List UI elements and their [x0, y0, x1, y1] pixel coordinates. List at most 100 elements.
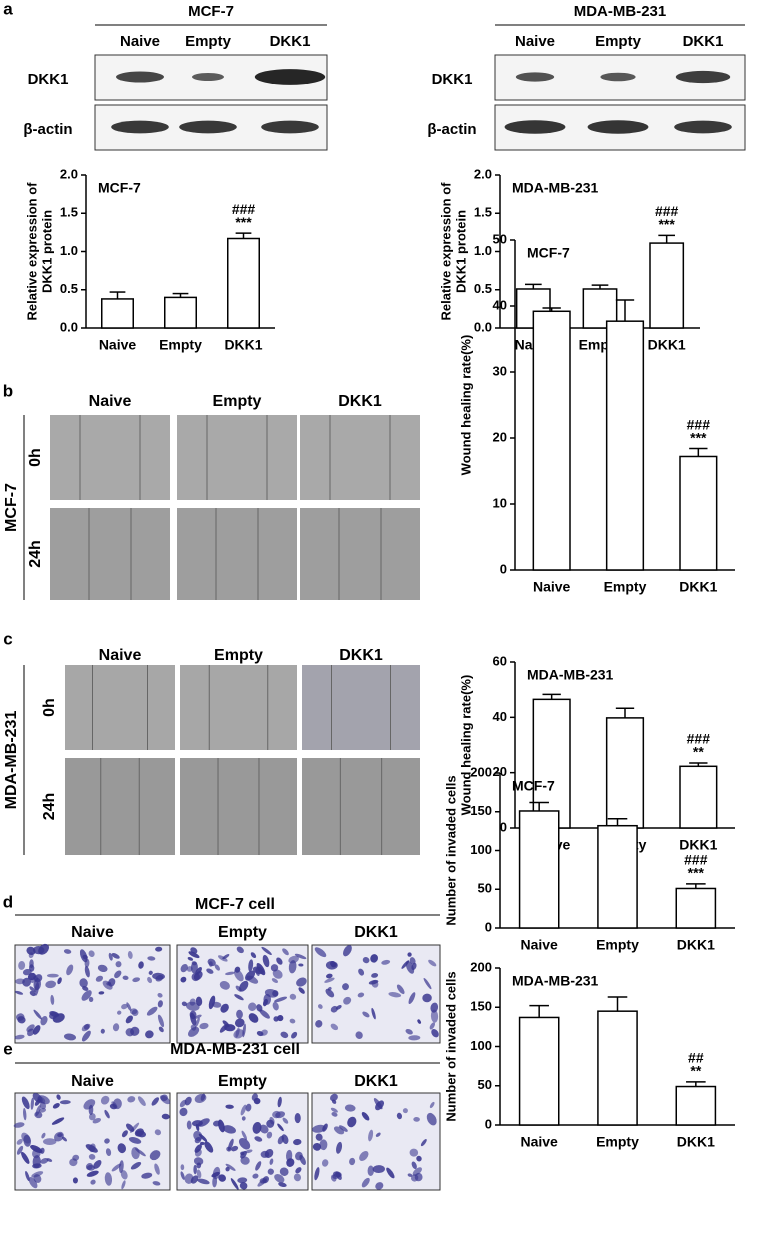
stained-cell [50, 994, 55, 1005]
significance-label: ### [684, 852, 708, 868]
stained-cell [104, 1138, 110, 1144]
bar [518, 1016, 560, 1126]
blot-row-label: β-actin [23, 121, 72, 138]
stained-cell [410, 1174, 419, 1182]
y-tick-label: 100 [470, 1038, 492, 1053]
stained-cell [130, 1161, 142, 1170]
stained-cell [180, 976, 187, 983]
wound-row-label: 24h [41, 793, 58, 821]
blot-column-label: DKK1 [270, 33, 311, 50]
stained-cell [125, 1028, 135, 1037]
significance-label: *** [235, 214, 252, 230]
stained-cell [336, 1141, 343, 1154]
stained-cell [261, 946, 272, 956]
x-tick-label: DKK1 [224, 337, 262, 353]
stained-cell [132, 977, 141, 983]
stained-cell [120, 1170, 128, 1180]
stained-cell [41, 1132, 46, 1139]
stained-cell [93, 1159, 102, 1169]
stained-cell [368, 1129, 374, 1142]
stained-cell [245, 1103, 252, 1112]
blot-band [600, 72, 636, 82]
x-tick-label: Empty [596, 1134, 639, 1150]
stained-cell [430, 1009, 439, 1023]
stained-cell [372, 1165, 385, 1174]
stained-cell [149, 1150, 161, 1161]
stained-cell [92, 1117, 102, 1124]
stained-cell [371, 1007, 376, 1020]
stained-cell [333, 1126, 345, 1135]
stained-cell [30, 1097, 34, 1110]
stained-cell [193, 1157, 204, 1166]
stained-cell [13, 1122, 25, 1128]
stained-cell [32, 1025, 41, 1035]
stained-cell [83, 1099, 96, 1110]
stained-cell [154, 1129, 162, 1136]
stained-cell [315, 1020, 323, 1028]
stained-cell [333, 1171, 342, 1178]
stained-cell [89, 1143, 96, 1153]
stained-cell [220, 1003, 229, 1013]
stained-cell [88, 1153, 96, 1160]
chart-title: MDA-MB-231 [512, 973, 599, 989]
stained-cell [190, 1175, 199, 1184]
stained-cell [22, 968, 32, 976]
stained-cell [207, 958, 216, 967]
significance-label: ### [687, 731, 711, 747]
stained-cell [250, 952, 257, 959]
stained-cell [98, 991, 105, 995]
stained-cell [321, 1159, 329, 1167]
transwell-column-label: Empty [218, 1073, 267, 1090]
stained-cell [230, 1178, 239, 1190]
stained-cell [358, 968, 365, 976]
stained-cell [197, 1118, 210, 1127]
stained-cell [72, 1177, 78, 1184]
y-axis-label: Number of invaded cells [443, 775, 458, 925]
x-tick-label: Naive [99, 337, 137, 353]
stained-cell [396, 1112, 403, 1120]
stained-cell [46, 973, 59, 978]
stained-cell [32, 946, 45, 955]
stained-cell [152, 1181, 161, 1186]
stained-cell [112, 1023, 120, 1032]
x-tick-label: Naive [533, 579, 571, 595]
stained-cell [214, 964, 220, 971]
stained-cell [236, 1009, 243, 1019]
stained-cell [241, 1116, 246, 1121]
wound-image [302, 665, 420, 750]
significance-label: ** [690, 1063, 701, 1079]
stained-cell [17, 1016, 26, 1024]
stained-cell [128, 1137, 142, 1144]
stained-cell [198, 1133, 208, 1142]
transwell-image [176, 944, 309, 1044]
significance-label: ### [687, 416, 711, 432]
stained-cell [409, 957, 416, 965]
stained-cell [121, 1130, 128, 1138]
stained-cell [407, 1173, 413, 1177]
stained-cell [405, 1029, 413, 1035]
blot-band [192, 73, 224, 81]
significance-label: ## [688, 1050, 704, 1066]
stained-cell [158, 1026, 164, 1033]
stained-cell [362, 1011, 370, 1018]
stained-cell [131, 1146, 140, 1160]
stained-cell [260, 1150, 270, 1158]
stained-cell [125, 1015, 133, 1024]
stained-cell [239, 1182, 248, 1190]
y-axis-label: Relative expression of [438, 182, 453, 321]
stained-cell [33, 1009, 42, 1020]
transwell-column-label: DKK1 [354, 1073, 398, 1090]
stained-cell [295, 1151, 303, 1161]
stained-cell [225, 1104, 234, 1109]
stained-cell [188, 951, 200, 959]
stained-cell [88, 950, 95, 958]
stained-cell [408, 1035, 421, 1041]
y-tick-label: 1.0 [60, 243, 78, 258]
stained-cell [186, 1120, 192, 1130]
wound-image [180, 758, 297, 855]
blot-title: MCF-7 [188, 3, 234, 20]
y-tick-label: 60 [493, 653, 507, 668]
stained-cell [28, 952, 34, 959]
wound-image [50, 508, 170, 600]
wound-row-label: 0h [27, 448, 44, 467]
